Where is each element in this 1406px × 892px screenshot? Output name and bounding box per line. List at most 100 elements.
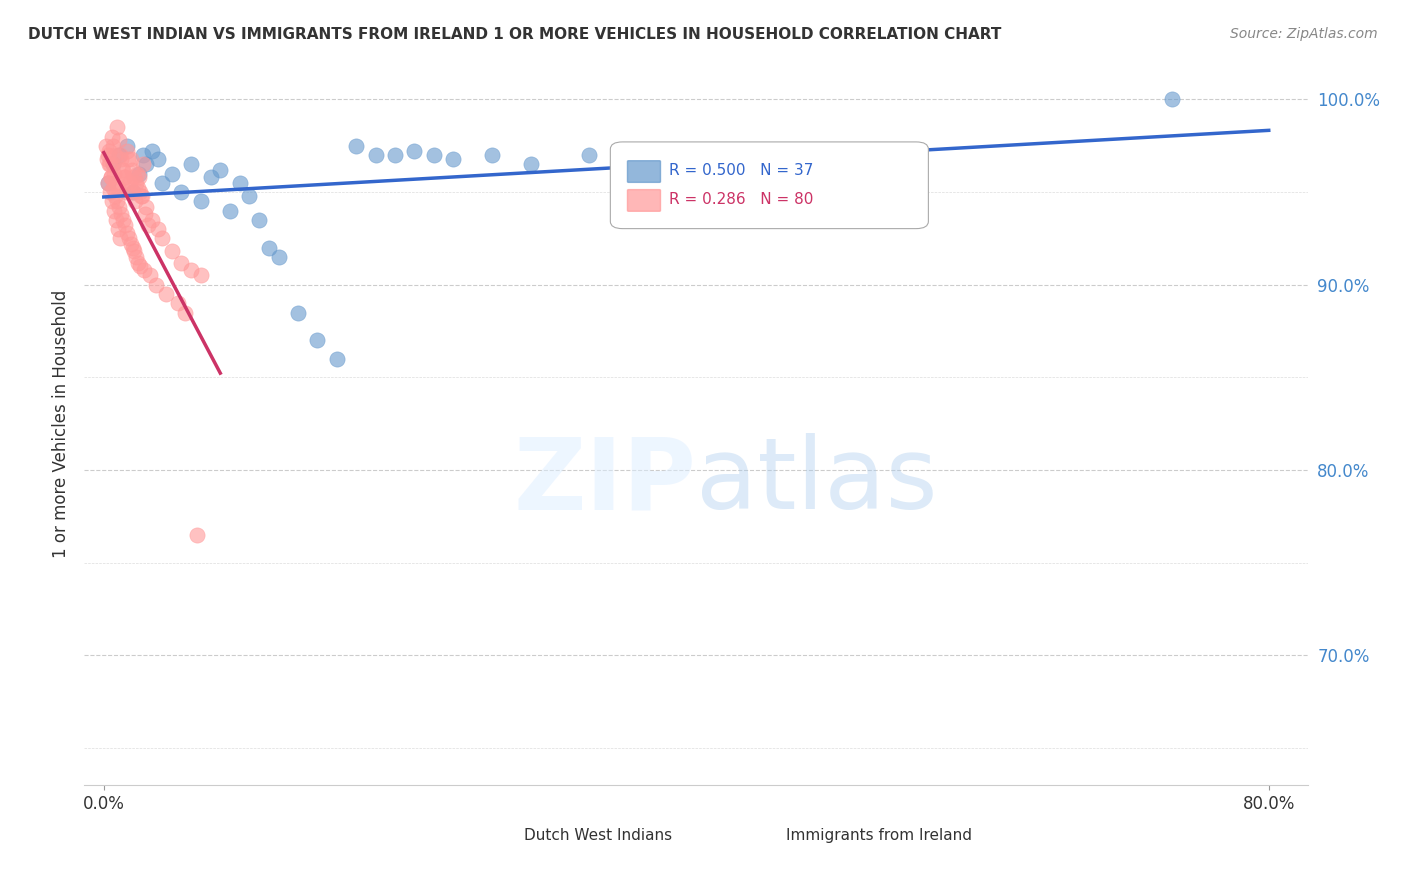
Text: R = 0.286   N = 80: R = 0.286 N = 80 xyxy=(669,192,814,207)
Point xyxy=(186,528,208,542)
Point xyxy=(122,170,145,185)
Point xyxy=(1160,93,1182,107)
Point xyxy=(129,259,152,273)
Point xyxy=(125,176,148,190)
Point xyxy=(105,194,128,209)
Point xyxy=(155,287,177,301)
Point xyxy=(326,351,349,366)
Point xyxy=(578,148,600,162)
Point xyxy=(131,148,153,162)
Point xyxy=(117,152,139,166)
Point xyxy=(190,268,212,283)
Point xyxy=(107,222,129,236)
Point xyxy=(105,176,128,190)
Point xyxy=(481,148,503,162)
Point xyxy=(117,231,139,245)
Point xyxy=(141,213,163,227)
Point xyxy=(103,203,125,218)
Point xyxy=(129,189,152,203)
Point xyxy=(160,244,183,259)
Point xyxy=(125,250,148,264)
Point xyxy=(135,200,157,214)
Point xyxy=(111,162,134,177)
Point xyxy=(122,185,145,199)
Point xyxy=(219,203,242,218)
Point xyxy=(124,194,146,209)
Point xyxy=(112,170,135,185)
Point xyxy=(247,213,270,227)
Text: atlas: atlas xyxy=(696,433,938,530)
Point xyxy=(287,305,309,319)
Point xyxy=(138,219,160,233)
Point xyxy=(114,219,136,233)
Point xyxy=(384,148,406,162)
Point xyxy=(105,120,128,135)
Point xyxy=(97,145,120,159)
Point xyxy=(101,181,124,195)
Text: Immigrants from Ireland: Immigrants from Ireland xyxy=(786,828,973,843)
Point xyxy=(120,237,142,252)
Point xyxy=(104,189,127,203)
Point xyxy=(108,200,131,214)
Point xyxy=(111,213,134,227)
Point xyxy=(97,148,120,162)
FancyBboxPatch shape xyxy=(463,828,495,847)
Point xyxy=(118,176,141,190)
Point xyxy=(97,176,120,190)
Point xyxy=(112,162,135,177)
Point xyxy=(307,334,329,348)
Point xyxy=(115,145,138,159)
Point xyxy=(209,162,232,177)
Point xyxy=(110,152,132,166)
Text: Dutch West Indians: Dutch West Indians xyxy=(524,828,672,843)
Point xyxy=(364,148,387,162)
Point xyxy=(132,263,155,277)
Point xyxy=(134,207,156,221)
Point xyxy=(103,138,125,153)
Point xyxy=(520,157,543,171)
Point xyxy=(114,170,136,185)
Point xyxy=(257,241,280,255)
Point xyxy=(104,148,127,162)
Point xyxy=(344,138,367,153)
Point xyxy=(115,138,138,153)
Point xyxy=(174,305,197,319)
Point xyxy=(101,157,124,171)
Point xyxy=(115,185,138,199)
Point xyxy=(110,207,132,221)
FancyBboxPatch shape xyxy=(610,142,928,228)
Point xyxy=(127,181,149,195)
FancyBboxPatch shape xyxy=(627,161,661,182)
Text: DUTCH WEST INDIAN VS IMMIGRANTS FROM IRELAND 1 OR MORE VEHICLES IN HOUSEHOLD COR: DUTCH WEST INDIAN VS IMMIGRANTS FROM IRE… xyxy=(28,27,1001,42)
Point xyxy=(404,145,426,159)
Point xyxy=(128,167,150,181)
Point xyxy=(131,157,153,171)
Point xyxy=(150,176,173,190)
Point xyxy=(238,189,260,203)
Point xyxy=(122,185,145,199)
Y-axis label: 1 or more Vehicles in Household: 1 or more Vehicles in Household xyxy=(52,290,70,558)
Point xyxy=(98,185,121,199)
Point xyxy=(98,157,121,171)
Point xyxy=(97,176,120,190)
FancyBboxPatch shape xyxy=(756,828,789,847)
Point xyxy=(190,194,212,209)
Point xyxy=(103,157,125,171)
Point xyxy=(121,241,143,255)
Point xyxy=(170,255,193,269)
Point xyxy=(115,226,138,240)
Point xyxy=(135,157,157,171)
Point xyxy=(127,255,149,269)
Point xyxy=(441,152,464,166)
Point xyxy=(180,157,202,171)
Point xyxy=(120,152,142,166)
Point xyxy=(675,143,697,157)
Point xyxy=(110,148,132,162)
Point xyxy=(100,129,122,144)
Point xyxy=(108,148,131,162)
Point xyxy=(141,145,163,159)
Point xyxy=(150,231,173,245)
Point xyxy=(108,133,131,147)
Text: R = 0.500   N = 37: R = 0.500 N = 37 xyxy=(669,163,814,178)
Text: Source: ZipAtlas.com: Source: ZipAtlas.com xyxy=(1230,27,1378,41)
